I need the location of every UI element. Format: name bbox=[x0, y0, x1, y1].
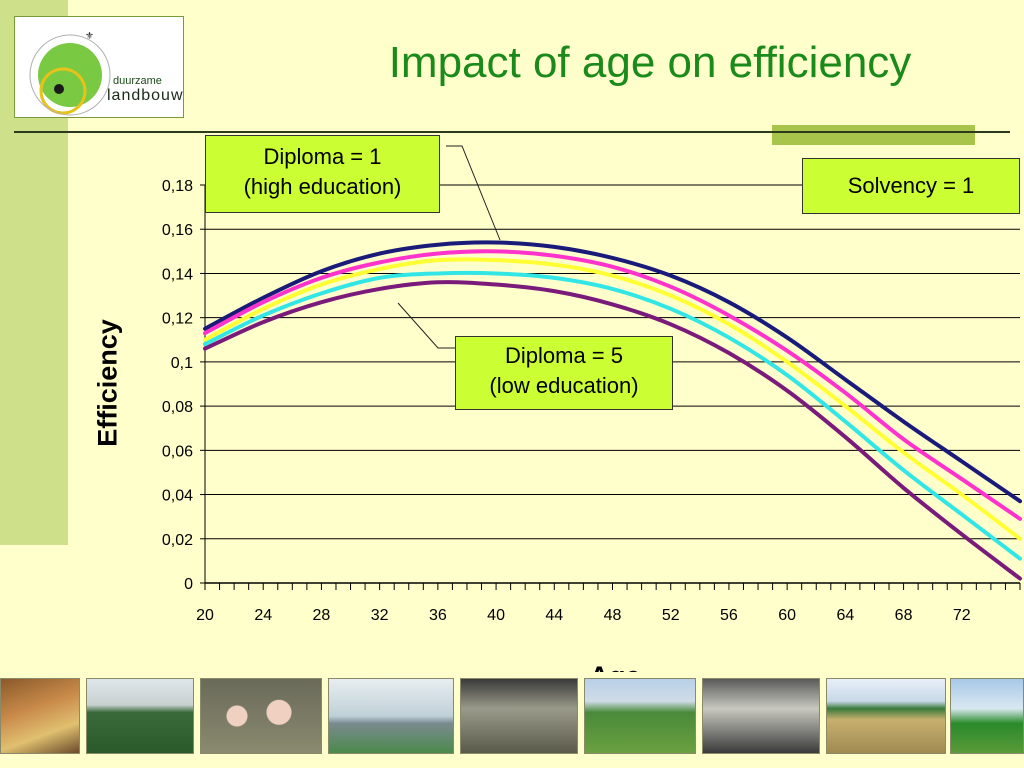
leader-line-high bbox=[446, 145, 501, 241]
orchard-photo bbox=[584, 678, 696, 754]
chicken-photo bbox=[0, 678, 80, 754]
title-accent-bar bbox=[772, 125, 975, 145]
x-tick-label: 24 bbox=[254, 607, 272, 624]
logo-graphic: ⚜ bbox=[29, 31, 111, 116]
series-line-1 bbox=[203, 240, 1022, 504]
series-line-5 bbox=[203, 280, 1022, 581]
x-tick-label: 64 bbox=[836, 607, 854, 624]
x-tick-label: 36 bbox=[429, 607, 447, 624]
logo-line-2: landbouw bbox=[107, 87, 184, 104]
y-tick-label: 0,02 bbox=[162, 532, 193, 549]
y-tick-label: 0,08 bbox=[162, 399, 193, 416]
y-tick-label: 0,12 bbox=[162, 311, 193, 328]
y-axis-title: Efficiency bbox=[92, 319, 123, 447]
x-tick-label: 68 bbox=[895, 607, 913, 624]
barn-photo bbox=[460, 678, 578, 754]
y-tick-label: 0,18 bbox=[162, 178, 193, 195]
series-line-4 bbox=[203, 270, 1022, 561]
x-tick-label: 52 bbox=[662, 607, 680, 624]
logo-crest-icon: ⚜ bbox=[85, 31, 94, 42]
milking-photo bbox=[702, 678, 820, 754]
logo-yellow-ring bbox=[39, 67, 87, 115]
logo-grey-ring bbox=[29, 34, 111, 116]
y-tick-label: 0,06 bbox=[162, 443, 193, 460]
y-tick-label: 0 bbox=[184, 576, 193, 593]
axes: 0 0,02 0,04 0,06 0,08 0,1 0,12 0,14 0,16 0,18 20 24… bbox=[162, 178, 1021, 624]
page-title: Impact of age on efficiency bbox=[388, 38, 912, 87]
x-tick-label: 40 bbox=[487, 607, 505, 624]
logo-line-1: duurzame bbox=[113, 75, 162, 87]
x-tick-label: 44 bbox=[545, 607, 563, 624]
logo: ⚜ duurzame landbouw bbox=[14, 16, 184, 118]
callout-solvency-text: Solvency = 1 bbox=[847, 173, 975, 198]
x-tick-label: 32 bbox=[371, 607, 389, 624]
y-tick-label: 0,14 bbox=[162, 266, 193, 283]
x-tick-label: 56 bbox=[720, 607, 738, 624]
grain-photo bbox=[826, 678, 946, 754]
series-line-3 bbox=[203, 257, 1022, 541]
callout-solvency: Solvency = 1 bbox=[802, 158, 1020, 214]
y-tick-label: 0,16 bbox=[162, 222, 193, 239]
y-tick-label: 0,1 bbox=[171, 355, 193, 372]
leader-line-low bbox=[397, 302, 455, 349]
series-line-2 bbox=[203, 249, 1022, 521]
field-photo bbox=[86, 678, 194, 754]
x-tick-label: 60 bbox=[778, 607, 796, 624]
greenhouse-photo bbox=[328, 678, 454, 754]
tractor-photo bbox=[950, 678, 1024, 754]
pig-photo bbox=[200, 678, 322, 754]
callout-diploma-high-text: Diploma = 1 (high education) bbox=[243, 144, 402, 199]
x-tick-label: 28 bbox=[313, 607, 331, 624]
x-tick-label: 20 bbox=[196, 607, 214, 624]
efficiency-chart: 0 0,02 0,04 0,06 0,08 0,1 0,12 0,14 0,16 0,18 20 24… bbox=[162, 145, 1022, 624]
x-tick-label: 72 bbox=[953, 607, 971, 624]
callout-diploma-high: Diploma = 1 (high education) bbox=[205, 135, 440, 213]
x-tick-label: 48 bbox=[604, 607, 622, 624]
photo-strip bbox=[0, 672, 1024, 768]
logo-dot bbox=[54, 84, 64, 94]
title-rule bbox=[14, 131, 1010, 133]
y-tick-label: 0,04 bbox=[162, 488, 193, 505]
callout-diploma-low-text: Diploma = 5 (low education) bbox=[489, 343, 639, 398]
callout-leaders bbox=[397, 145, 501, 349]
callout-diploma-low: Diploma = 5 (low education) bbox=[455, 336, 673, 410]
series-lines bbox=[203, 240, 1022, 581]
